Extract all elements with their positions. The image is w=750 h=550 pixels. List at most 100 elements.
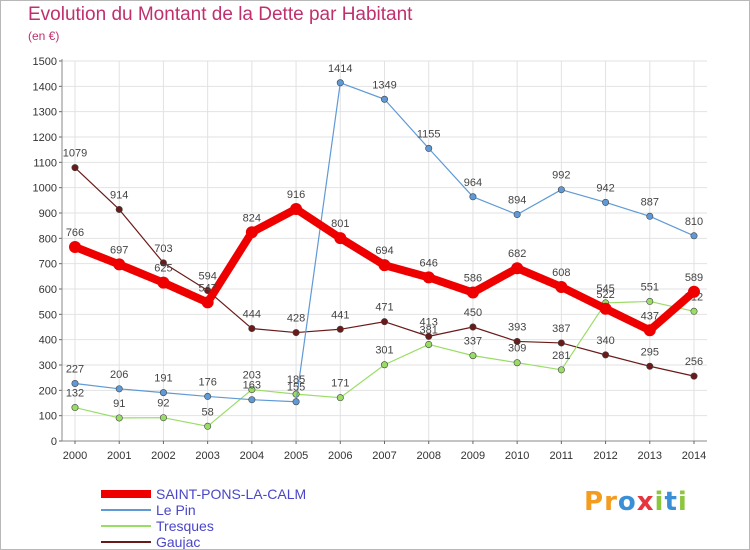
data-label-le-pin: 1414 bbox=[328, 63, 352, 75]
data-label-le-pin: 942 bbox=[596, 182, 614, 194]
data-label-saint-pons-la-calm: 589 bbox=[685, 272, 703, 284]
data-point-le-pin bbox=[159, 389, 167, 397]
data-label-tresques: 551 bbox=[641, 281, 659, 293]
data-label-saint-pons-la-calm: 682 bbox=[508, 248, 526, 260]
logo-letter: i bbox=[654, 487, 665, 517]
data-label-le-pin: 191 bbox=[154, 373, 172, 385]
data-point-tresques bbox=[248, 386, 256, 394]
data-point-gaujac bbox=[248, 325, 256, 333]
data-label-le-pin: 810 bbox=[685, 216, 703, 228]
data-point-gaujac bbox=[159, 259, 167, 267]
logo-letter: r bbox=[604, 487, 618, 517]
data-point-tresques bbox=[380, 361, 388, 369]
y-tick-label: 1400 bbox=[33, 81, 57, 93]
data-label-le-pin: 894 bbox=[508, 195, 526, 207]
y-tick-label: 200 bbox=[39, 385, 57, 397]
data-point-saint-pons-la-calm bbox=[643, 324, 656, 337]
data-point-gaujac bbox=[292, 329, 300, 337]
data-point-gaujac bbox=[513, 337, 521, 345]
data-label-gaujac: 340 bbox=[596, 335, 614, 347]
data-point-le-pin bbox=[248, 396, 256, 404]
data-label-le-pin: 163 bbox=[243, 380, 261, 392]
data-point-gaujac bbox=[602, 351, 610, 359]
data-point-le-pin bbox=[602, 198, 610, 206]
legend-swatch-saint-pons-la-calm bbox=[101, 490, 151, 498]
legend-label-tresques: Tresques bbox=[156, 518, 214, 534]
legend-label-gaujac: Gaujac bbox=[156, 534, 201, 550]
y-tick-label: 400 bbox=[39, 335, 57, 347]
data-point-saint-pons-la-calm bbox=[466, 286, 479, 299]
data-point-le-pin bbox=[469, 193, 477, 201]
x-tick-label: 2000 bbox=[63, 450, 87, 462]
data-point-saint-pons-la-calm bbox=[334, 232, 347, 245]
data-label-saint-pons-la-calm: 916 bbox=[287, 189, 305, 201]
data-label-saint-pons-la-calm: 646 bbox=[420, 257, 438, 269]
data-point-saint-pons-la-calm bbox=[378, 259, 391, 272]
data-label-gaujac: 1079 bbox=[63, 148, 87, 160]
x-tick-label: 2001 bbox=[107, 450, 131, 462]
data-label-gaujac: 594 bbox=[198, 271, 216, 283]
data-point-saint-pons-la-calm bbox=[555, 280, 568, 293]
data-point-gaujac bbox=[646, 362, 654, 370]
x-tick-label: 2010 bbox=[505, 450, 529, 462]
data-point-gaujac bbox=[115, 205, 123, 213]
data-point-le-pin bbox=[425, 144, 433, 152]
data-label-le-pin: 155 bbox=[287, 382, 305, 394]
data-point-le-pin bbox=[513, 211, 521, 219]
logo-letter: x bbox=[636, 487, 655, 517]
data-label-gaujac: 387 bbox=[552, 323, 570, 335]
data-label-gaujac: 444 bbox=[243, 309, 261, 321]
data-label-gaujac: 450 bbox=[464, 307, 482, 319]
proxiti-logo: Proxiti bbox=[584, 487, 688, 517]
x-tick-label: 2011 bbox=[550, 450, 574, 462]
data-label-le-pin: 176 bbox=[198, 376, 216, 388]
data-label-tresques: 281 bbox=[552, 350, 570, 362]
chart-subtitle: (en €) bbox=[28, 29, 60, 43]
chart-title: Evolution du Montant de la Dette par Hab… bbox=[28, 4, 413, 25]
data-point-tresques bbox=[557, 366, 565, 374]
data-label-tresques: 58 bbox=[202, 406, 214, 418]
data-label-saint-pons-la-calm: 522 bbox=[596, 289, 614, 301]
data-point-gaujac bbox=[557, 339, 565, 347]
data-point-gaujac bbox=[336, 325, 344, 333]
data-point-saint-pons-la-calm bbox=[201, 296, 214, 309]
x-tick-label: 2012 bbox=[593, 450, 617, 462]
data-label-gaujac: 441 bbox=[331, 309, 349, 321]
x-tick-label: 2009 bbox=[461, 450, 485, 462]
data-point-tresques bbox=[690, 307, 698, 315]
data-label-saint-pons-la-calm: 437 bbox=[641, 310, 659, 322]
data-label-tresques: 301 bbox=[375, 345, 393, 357]
data-label-gaujac: 393 bbox=[508, 321, 526, 333]
y-tick-label: 1100 bbox=[33, 157, 57, 169]
data-point-saint-pons-la-calm bbox=[290, 202, 303, 215]
data-point-gaujac bbox=[469, 323, 477, 331]
x-tick-label: 2002 bbox=[151, 450, 175, 462]
data-label-tresques: 171 bbox=[331, 378, 349, 390]
data-point-gaujac bbox=[425, 332, 433, 340]
data-point-saint-pons-la-calm bbox=[422, 271, 435, 284]
data-point-saint-pons-la-calm bbox=[157, 276, 170, 289]
x-tick-label: 2003 bbox=[195, 450, 219, 462]
legend-item-tresques: Tresques bbox=[101, 518, 306, 534]
data-point-saint-pons-la-calm bbox=[688, 285, 700, 298]
y-tick-label: 600 bbox=[39, 284, 57, 296]
legend-swatch-gaujac bbox=[101, 541, 151, 543]
data-point-tresques bbox=[513, 359, 521, 367]
data-point-le-pin bbox=[204, 392, 212, 400]
data-point-le-pin bbox=[71, 379, 79, 387]
legend-label-le-pin: Le Pin bbox=[156, 502, 196, 518]
y-tick-label: 700 bbox=[39, 259, 57, 271]
y-tick-label: 300 bbox=[39, 360, 57, 372]
data-point-tresques bbox=[336, 394, 344, 402]
data-label-tresques: 91 bbox=[113, 398, 125, 410]
y-tick-label: 1200 bbox=[33, 132, 57, 144]
data-point-tresques bbox=[425, 340, 433, 348]
logo-letter: P bbox=[584, 487, 605, 517]
data-point-saint-pons-la-calm bbox=[599, 302, 612, 315]
data-label-saint-pons-la-calm: 608 bbox=[552, 267, 570, 279]
legend-swatch-le-pin bbox=[101, 509, 151, 511]
data-label-tresques: 545 bbox=[596, 283, 614, 295]
data-point-gaujac bbox=[690, 372, 698, 380]
data-label-gaujac: 428 bbox=[287, 313, 305, 325]
